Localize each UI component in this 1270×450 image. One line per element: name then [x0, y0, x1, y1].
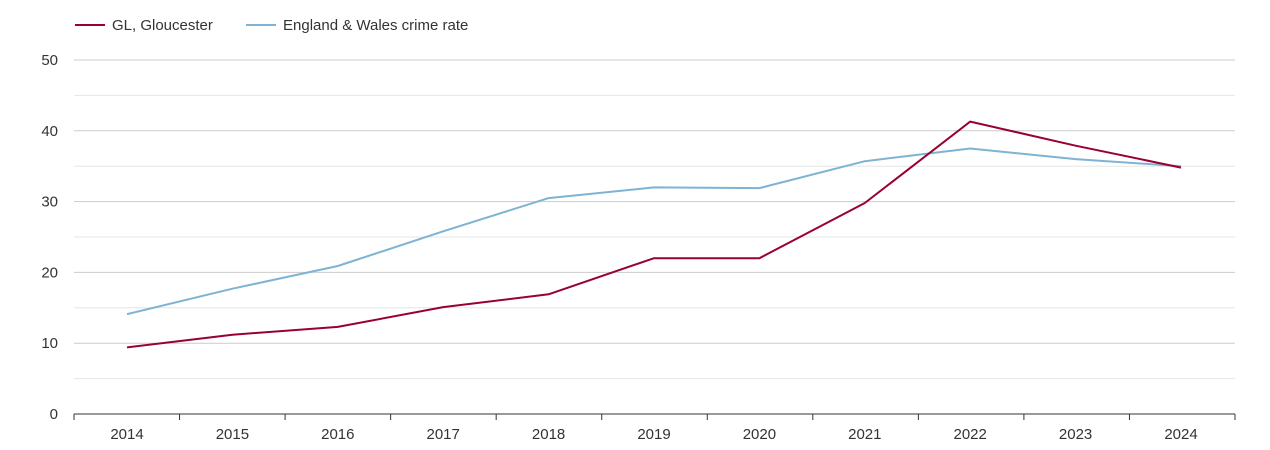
y-tick-label: 20	[41, 264, 58, 281]
x-tick-label: 2015	[216, 426, 249, 443]
x-tick-label: 2020	[743, 426, 776, 443]
x-tick-label: 2021	[848, 426, 881, 443]
legend: GL, Gloucester England & Wales crime rate	[75, 17, 468, 34]
series-line-england-wales	[126, 147, 1182, 316]
legend-label: England & Wales crime rate	[283, 17, 468, 34]
x-tick-label: 2014	[110, 426, 143, 443]
series-line-gloucester	[126, 120, 1182, 349]
grid	[74, 59, 1235, 380]
x-tick-label: 2016	[321, 426, 354, 443]
y-axis-ticks: 0 10 20 30 40 50	[41, 52, 58, 423]
x-axis-ticks: 2014 2015 2016 2017 2018 2019 2020 2021 2022 2023…	[73, 414, 1236, 443]
y-tick-label: 10	[41, 335, 58, 352]
x-tick-label: 2022	[954, 426, 987, 443]
y-tick-label: 50	[41, 52, 58, 69]
y-tick-label: 0	[50, 406, 58, 423]
x-tick-label: 2018	[532, 426, 565, 443]
x-tick-label: 2017	[427, 426, 460, 443]
x-tick-label: 2023	[1059, 426, 1092, 443]
series-lines	[126, 120, 1182, 349]
x-tick-label: 2019	[637, 426, 670, 443]
x-tick-label: 2024	[1164, 426, 1197, 443]
y-tick-label: 40	[41, 123, 58, 140]
y-tick-label: 30	[41, 194, 58, 211]
legend-label: GL, Gloucester	[112, 17, 213, 34]
